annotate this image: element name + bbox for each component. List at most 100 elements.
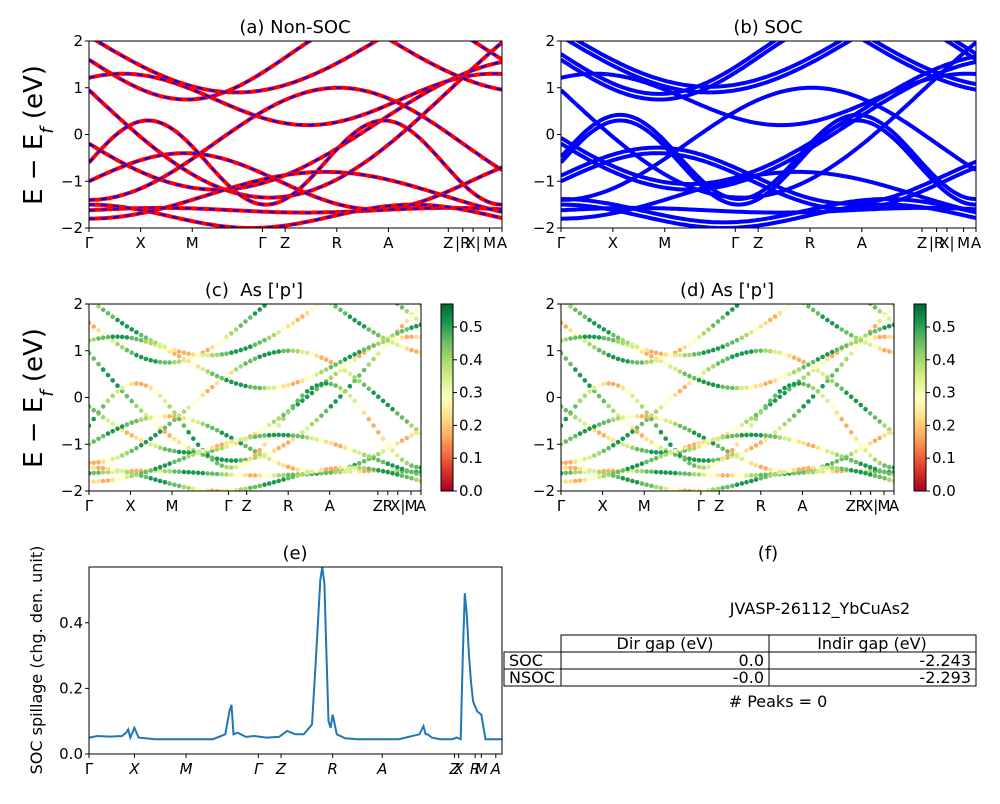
projection-point — [701, 472, 706, 478]
projection-point — [801, 304, 806, 306]
projection-point — [124, 474, 130, 480]
projection-point — [682, 371, 687, 377]
projection-point — [796, 367, 802, 372]
projection-point — [229, 379, 234, 385]
projection-point — [877, 334, 882, 340]
projection-point — [404, 460, 410, 466]
projection-point — [219, 375, 225, 381]
projection-point — [229, 465, 234, 470]
projection-point — [882, 433, 887, 438]
projection-point — [592, 468, 597, 474]
projection-point — [129, 448, 134, 454]
projection-point — [323, 357, 329, 363]
projection-point — [715, 460, 721, 466]
projection-point — [361, 410, 367, 416]
projection-point — [399, 457, 405, 463]
projection-point — [176, 416, 182, 422]
projection-point — [801, 359, 806, 365]
y-tick-label: 2 — [73, 295, 83, 313]
projection-point — [696, 440, 702, 446]
projection-point — [710, 472, 716, 478]
projection-point — [653, 456, 659, 461]
projection-point — [157, 445, 163, 451]
projection-point — [839, 416, 844, 422]
projection-point — [611, 332, 616, 338]
projection-point — [715, 346, 721, 351]
projection-point — [409, 423, 414, 428]
projection-point — [763, 320, 768, 326]
projection-point — [361, 466, 367, 471]
projection-point — [248, 315, 253, 320]
projection-point — [715, 486, 721, 491]
projection-point — [744, 473, 749, 478]
projection-point — [357, 465, 362, 471]
projection-point — [677, 488, 683, 491]
projection-point — [290, 433, 296, 438]
projection-point — [630, 478, 635, 484]
projection-point — [561, 479, 564, 484]
projection-point — [181, 356, 187, 362]
panel-d-colorbar-ticks: 0.5 0.4 0.3 0.2 0.1 0.0 — [926, 318, 956, 500]
projection-point — [115, 383, 120, 389]
projection-point — [376, 394, 381, 400]
projection-point — [825, 378, 830, 384]
projection-point — [577, 469, 583, 475]
projection-point — [691, 430, 697, 436]
projection-point — [248, 384, 253, 390]
projection-point — [872, 415, 878, 420]
projection-point — [872, 305, 878, 310]
projection-point — [801, 381, 806, 387]
projection-point — [290, 348, 296, 354]
projection-point — [791, 381, 797, 387]
projection-point — [644, 417, 649, 423]
projection-point — [649, 439, 654, 445]
projection-point — [105, 458, 111, 463]
projection-point — [701, 442, 706, 448]
projection-point — [115, 426, 120, 432]
panel-d-title: (d) As ['p'] — [680, 280, 774, 301]
projection-point — [243, 436, 248, 441]
projection-point — [157, 393, 163, 399]
projection-point — [89, 479, 92, 484]
projection-point — [89, 460, 92, 466]
projection-point — [634, 480, 640, 485]
projection-point — [706, 327, 711, 332]
projection-point — [134, 468, 139, 474]
colorbar-tick-label: 0.1 — [932, 449, 956, 467]
x-tick-label: Z — [373, 497, 383, 515]
projection-point — [172, 459, 177, 465]
projection-point — [181, 484, 187, 490]
y-tick-label: −2 — [61, 482, 83, 500]
projection-point — [663, 418, 668, 423]
projection-point — [872, 473, 878, 479]
projection-point — [309, 385, 315, 391]
projection-point — [715, 361, 721, 366]
projection-point — [266, 422, 272, 428]
projection-point — [404, 334, 410, 340]
projection-point — [615, 356, 621, 362]
projection-point — [877, 346, 882, 351]
projection-point — [730, 433, 735, 439]
projection-point — [844, 467, 849, 472]
projection-point — [176, 449, 182, 455]
projection-point — [224, 458, 229, 463]
projection-point — [338, 385, 343, 391]
x-tick-label: Z — [443, 234, 453, 252]
projection-point — [285, 324, 291, 329]
projection-point — [620, 385, 626, 391]
x-tick-label: Γ — [85, 497, 94, 515]
projection-point — [663, 452, 668, 457]
projection-point — [706, 472, 711, 478]
projection-point — [753, 462, 759, 468]
projection-point — [143, 469, 149, 475]
projection-point — [820, 447, 825, 452]
projection-point — [844, 423, 849, 429]
projection-point — [834, 382, 840, 388]
projection-point — [768, 473, 773, 479]
projection-point — [829, 450, 835, 456]
projection-point — [96, 436, 101, 442]
projection-point — [639, 404, 645, 409]
projection-point — [319, 467, 324, 473]
projection-point — [749, 432, 754, 438]
projection-point — [568, 465, 573, 471]
